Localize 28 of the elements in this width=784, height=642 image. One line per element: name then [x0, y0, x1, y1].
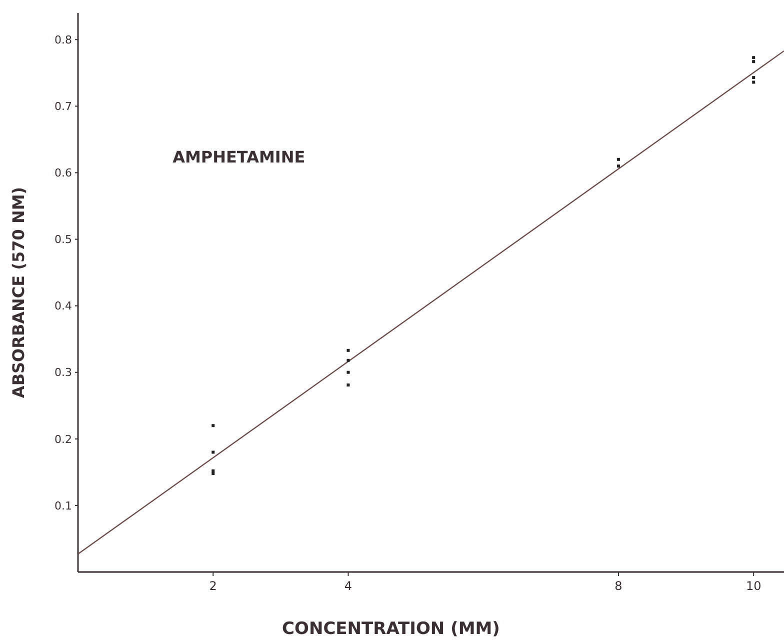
x-axis-title: CONCENTRATION (MM) [282, 619, 500, 639]
y-tick-label: 0.5 [54, 233, 72, 246]
point [212, 472, 215, 476]
point [616, 164, 620, 168]
x-tick-label: 2 [209, 579, 217, 593]
point [752, 80, 756, 84]
point [212, 450, 215, 454]
y-tick-label: 0.7 [54, 100, 72, 114]
point [616, 158, 620, 161]
point [752, 60, 756, 64]
y-tick-label: 0.4 [54, 300, 72, 313]
point [346, 358, 350, 362]
text: AMPHETAMINE [172, 148, 306, 167]
y-tick-label: 0.2 [54, 432, 72, 446]
y-tick-label: 0.8 [54, 33, 72, 46]
point [346, 384, 350, 386]
point [346, 370, 350, 374]
point [212, 424, 215, 428]
y-tick-label: 0.6 [54, 166, 72, 180]
x-tick-label: 8 [614, 579, 622, 593]
x-tick-label: 10 [746, 579, 762, 593]
x-tick-label: 4 [344, 579, 352, 593]
y-axis-title: ABSORBANCE (570 NM) [9, 186, 28, 398]
y-tick-label: 0.1 [54, 499, 72, 512]
y-tick-label: 0.3 [54, 366, 72, 380]
point [752, 76, 756, 80]
point [346, 348, 350, 352]
point [752, 56, 756, 60]
